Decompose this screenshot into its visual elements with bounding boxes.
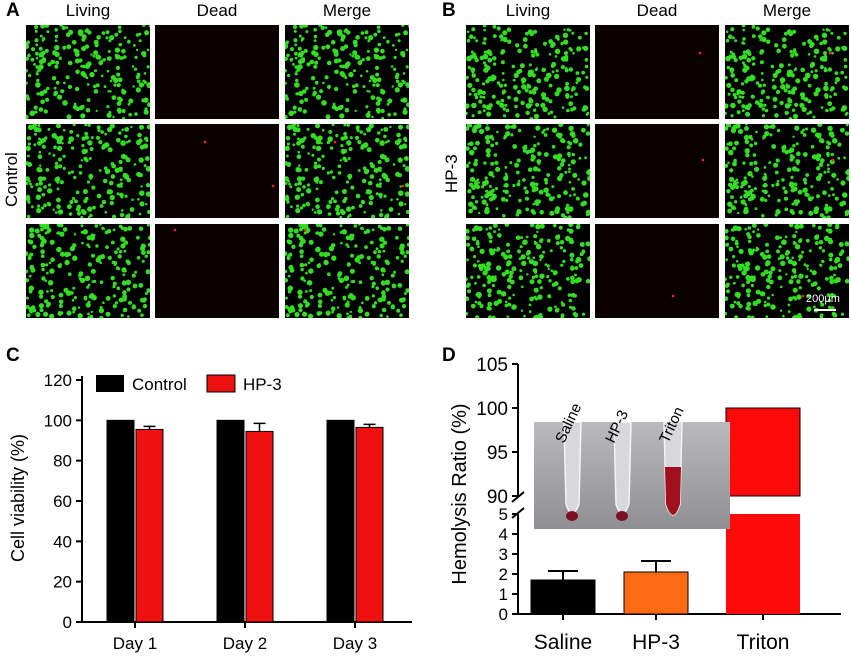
micrograph-control-row2-dead — [155, 124, 279, 218]
d-y-tick-label: 100 — [476, 399, 508, 420]
c-y-tick-label: 0 — [63, 613, 72, 632]
y-axis-label-d: Hemolysis Ratio (%) — [449, 403, 471, 584]
col-head-living-a: Living — [65, 1, 111, 20]
tube-hp3 — [613, 421, 632, 521]
scale-bar-line — [814, 309, 836, 311]
tube-triton — [663, 421, 683, 516]
c-y-tick-label: 80 — [53, 452, 72, 471]
micrograph-control-row1-living — [26, 25, 150, 119]
col-head-dead-b: Dead — [636, 1, 678, 20]
micrograph-hp3-row2-merge — [725, 124, 849, 218]
c-legend-label-hp3: HP-3 — [243, 375, 282, 394]
d-y-tick-label: 3 — [499, 545, 508, 564]
d-y-tick-label: 105 — [476, 355, 508, 376]
c-y-tick-label: 20 — [53, 573, 72, 592]
tube-photo-svg — [534, 421, 730, 529]
c-bar-control-1 — [106, 419, 135, 623]
micrograph-hp3-row2-dead — [595, 124, 719, 218]
d-x-tick-label: Saline — [534, 631, 592, 654]
micrograph-control-row1-merge — [285, 25, 409, 119]
c-legend-swatch-hp3 — [206, 374, 236, 393]
micrograph-hp3-row1-dead — [595, 25, 719, 119]
panel-letter-a: A — [6, 0, 20, 21]
col-head-merge-b: Merge — [762, 1, 812, 20]
micrograph-control-row3-living — [26, 224, 150, 318]
micrograph-control-row2-merge — [285, 124, 409, 218]
d-y-tick-label: 2 — [499, 565, 508, 584]
tube-saline — [563, 421, 582, 521]
d-y-tick-label: 5 — [499, 505, 508, 524]
scale-bar-label: 200μm — [806, 293, 840, 305]
photo-label-hp3: HP-3 — [602, 408, 632, 446]
c-bar-control-3 — [326, 419, 355, 623]
c-legend-swatch-control — [96, 375, 124, 392]
micrograph-control-row2-living — [26, 124, 150, 218]
c-bar-hp-3-1 — [135, 428, 164, 623]
c-y-tick-label: 120 — [44, 371, 72, 390]
d-x-tick-label: Triton — [737, 631, 790, 654]
d-y-tick-label: 95 — [487, 443, 508, 464]
hemolysis-tube-photo — [534, 421, 730, 529]
micrograph-hp3-row1-merge — [725, 25, 849, 119]
col-head-dead-a: Dead — [196, 1, 238, 20]
c-legend-label-control: Control — [132, 375, 187, 394]
micrograph-hp3-row1-living — [466, 25, 590, 119]
d-bar-hp-3 — [623, 571, 689, 615]
photo-label-triton: Triton — [656, 404, 687, 445]
photo-label-saline: Saline — [552, 401, 585, 446]
micrograph-hp3-row3-merge — [725, 224, 849, 318]
panel-letter-b: B — [442, 0, 456, 21]
photo-labels: Saline HP-3 Triton — [552, 401, 687, 446]
y-axis-label-c: Cell viability (%) — [8, 434, 28, 562]
d-y-tick-label: 4 — [499, 525, 508, 544]
c-bar-hp-3-3 — [355, 426, 384, 623]
c-bar-control-2 — [216, 419, 245, 623]
d-x-tick-label: HP-3 — [632, 631, 680, 654]
micrograph-hp3-row2-living — [466, 124, 590, 218]
cell-viability-chart: Cell viability (%) 0 20 40 60 80 100 120 Day 1 D… — [8, 371, 412, 653]
panel-letter-d: D — [442, 345, 456, 366]
d-y-tick-label: 90 — [487, 487, 508, 508]
row-label-control: Control — [2, 152, 21, 207]
row-label-hp3: HP-3 — [442, 154, 461, 193]
c-bar-hp-3-2 — [245, 430, 274, 623]
micrograph-hp3-row3-living — [466, 224, 590, 318]
d-bar-triton-lower — [726, 514, 800, 614]
col-head-merge-a: Merge — [322, 1, 372, 20]
c-y-tick-label: 100 — [44, 411, 72, 430]
c-x-tick-label: Day 3 — [333, 634, 377, 653]
col-head-living-b: Living — [505, 1, 551, 20]
micrograph-hp3-row3-dead — [595, 224, 719, 318]
micrograph-control-row3-dead — [155, 224, 279, 318]
c-x-tick-label: Day 2 — [223, 634, 267, 653]
d-y-tick-label: 1 — [499, 585, 508, 604]
d-bar-saline — [530, 579, 596, 615]
micrograph-control-row3-merge — [285, 224, 409, 318]
c-x-tick-label: Day 1 — [113, 634, 157, 653]
d-y-tick-label: 0 — [499, 605, 508, 624]
c-y-tick-label: 40 — [53, 532, 72, 551]
micrograph-control-row1-dead — [155, 25, 279, 119]
panel-letter-c: C — [6, 345, 20, 366]
d-bar-triton-upper — [725, 407, 801, 497]
c-y-tick-label: 60 — [53, 492, 72, 511]
